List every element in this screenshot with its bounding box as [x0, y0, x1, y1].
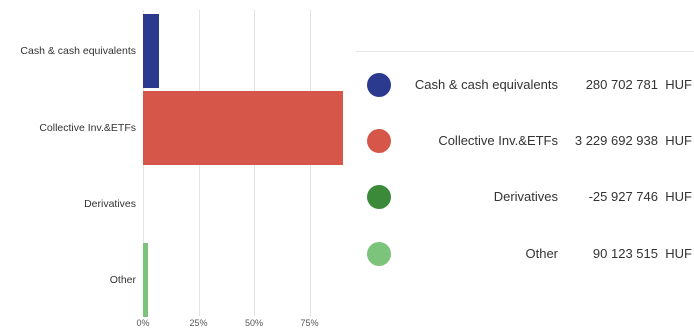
legend-item-other[interactable]: Other 90 123 515 HUF [356, 234, 694, 274]
legend-value: -25 927 746 [588, 189, 658, 204]
bar[interactable] [143, 14, 160, 88]
legend-value: 3 229 692 938 [574, 133, 658, 148]
category-label: Derivatives [84, 198, 136, 210]
legend-name: Other [525, 246, 558, 261]
legend-name: Cash & cash equivalents [414, 77, 558, 92]
legend-item-collective[interactable]: Collective Inv.&ETFs 3 229 692 938 HUF [356, 121, 694, 161]
legend-unit: HUF [665, 189, 692, 204]
x-tick-label: 0% [136, 318, 150, 328]
legend-swatch [367, 73, 391, 97]
legend-unit: HUF [665, 77, 692, 92]
category-label: Collective Inv.&ETFs [39, 122, 136, 134]
bar[interactable] [143, 91, 343, 165]
legend-swatch [367, 242, 391, 266]
x-tick-label: 50% [244, 318, 264, 328]
legend: Cash & cash equivalents 280 702 781 HUF … [356, 51, 694, 322]
legend-name: Derivatives [493, 189, 558, 204]
legend-item-derivatives[interactable]: Derivatives -25 927 746 HUF [356, 177, 694, 217]
legend-item-cash[interactable]: Cash & cash equivalents 280 702 781 HUF [356, 65, 694, 105]
bar[interactable] [143, 243, 149, 317]
category-label: Cash & cash equivalents [20, 45, 136, 57]
legend-name: Collective Inv.&ETFs [438, 133, 558, 148]
legend-swatch [367, 185, 391, 209]
x-tick-label: 25% [189, 318, 208, 328]
legend-swatch [367, 129, 391, 153]
legend-value: 90 123 515 [592, 246, 658, 261]
legend-unit: HUF [665, 133, 692, 148]
legend-unit: HUF [665, 246, 692, 261]
legend-value: 280 702 781 [585, 77, 658, 92]
x-tick-label: 75% [300, 318, 319, 328]
category-label: Other [109, 274, 136, 286]
